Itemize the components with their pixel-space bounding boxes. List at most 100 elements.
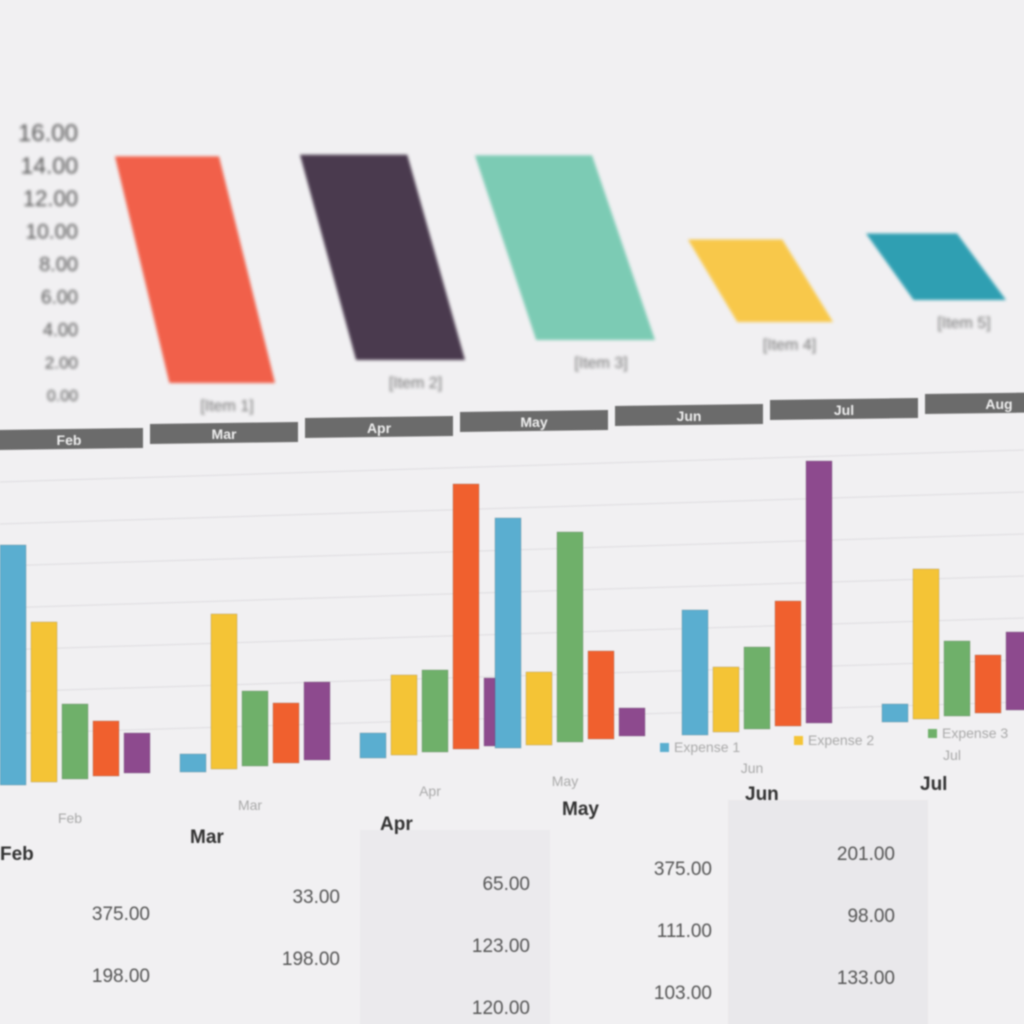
table-cell: 198.00 [282,949,340,970]
table-cell: 133.00 [837,968,895,989]
table-cell: 98.00 [847,906,895,927]
y-tick-label: 2.00 [45,354,78,373]
month-strip-cell [305,416,453,438]
series-bar [452,483,480,750]
series-bar [123,732,151,774]
table-header: Jun [745,784,779,805]
series-bar [974,654,1002,714]
month-strip-label: Jun [677,408,702,424]
table-cell: 201.00 [837,844,895,865]
category-label: [Item 2] [389,375,442,392]
table-header: Apr [380,814,413,835]
month-strip-label: Aug [985,396,1012,412]
month-strip-cell [770,398,918,420]
series-bar [681,609,709,736]
y-tick-label: 14.00 [20,153,78,179]
x-tick-label: Jul [943,747,961,763]
data-table: Feb 375.00 198.00 Mar 33.00 198.00 Apr 65.00 123… [0,774,947,1024]
series-bar [61,703,89,780]
legend-swatch [794,736,803,745]
y-tick-label: 8.00 [39,254,78,276]
x-tick-label: Feb [58,810,82,826]
series-bar [92,720,120,777]
table-header: Jul [920,774,947,795]
series-bar [179,753,207,773]
y-tick-label: 12.00 [23,186,78,211]
series-bar [210,613,238,770]
month-strip-label: Jul [834,402,854,418]
legend-label: Expense 2 [808,732,874,748]
series-bar [0,544,27,786]
table-header: May [562,799,599,820]
table-cell: 375.00 [654,859,712,880]
top-bar [300,154,465,360]
top-bar-chart: 0.00 2.00 4.00 6.00 8.00 10.00 12.00 14.00 16.00… [18,120,1006,415]
month-strip-cell [150,422,298,444]
y-tick-label: 4.00 [43,320,78,340]
top-bar [866,233,1006,300]
table-cell: 375.00 [92,904,150,925]
legend-swatch [928,729,937,738]
x-tick-label: Apr [419,783,441,799]
month-strip-cell [0,428,143,450]
series-bar [743,646,771,730]
table-header: Feb [0,844,34,865]
gridline [0,449,1024,483]
grouped-bar-chart: Feb Mar Apr May Jun Jul Expense 1 Expense 2 Expe… [0,449,1024,826]
legend-swatch [660,743,669,752]
series-bar [712,666,740,733]
legend-label: Expense 1 [674,739,740,755]
table-cell: 33.00 [292,887,340,908]
y-tick-label: 10.00 [25,221,78,244]
table-column-shade [728,800,928,1024]
gridline [0,491,1024,525]
series-bar [525,671,553,746]
category-label: [Item 1] [200,398,253,415]
series-bar [618,707,646,737]
top-bar [115,156,275,383]
category-label: [Item 5] [937,315,990,332]
month-strip-cell [925,392,1024,414]
month-strip-cell [460,410,608,432]
series-bar [881,703,909,723]
table-cell: 111.00 [657,921,712,942]
table-cell: 120.00 [472,998,530,1019]
top-bar [688,239,833,322]
month-strip-label: Feb [57,432,82,448]
series-bar [303,681,331,761]
table-cell: 123.00 [472,936,530,957]
series-bar [390,674,418,756]
month-strip-label: May [520,414,547,430]
category-label: [Item 4] [763,337,816,354]
x-tick-label: May [552,773,578,789]
legend-label: Expense 3 [942,725,1008,741]
table-cell: 103.00 [654,983,712,1004]
top-bar [475,155,655,340]
series-bar [943,640,971,717]
series-bar [587,650,615,740]
x-tick-label: Mar [238,797,262,813]
series-bar [556,531,584,743]
category-label: [Item 3] [574,355,627,372]
y-tick-label: 16.00 [18,120,78,147]
series-bar [241,690,269,767]
series-bar [272,702,300,764]
x-tick-label: Jun [741,760,764,776]
y-tick-label: 6.00 [41,288,78,309]
y-tick-label: 0.00 [47,388,78,405]
series-bar [912,568,940,720]
month-strip-label: Apr [367,420,392,436]
series-bar [359,732,387,759]
series-bar [494,517,522,749]
table-header: Mar [190,827,224,848]
table-column-shade [360,830,550,1024]
series-bar [30,621,58,783]
series-bar [774,600,802,727]
table-cell: 65.00 [482,874,530,895]
month-strip: Feb Mar Apr May Jun Jul Aug [0,392,1024,450]
series-bar [805,460,833,724]
month-strip-label: Mar [212,426,237,442]
series-bar [1005,631,1024,711]
month-strip-cell [615,404,763,426]
